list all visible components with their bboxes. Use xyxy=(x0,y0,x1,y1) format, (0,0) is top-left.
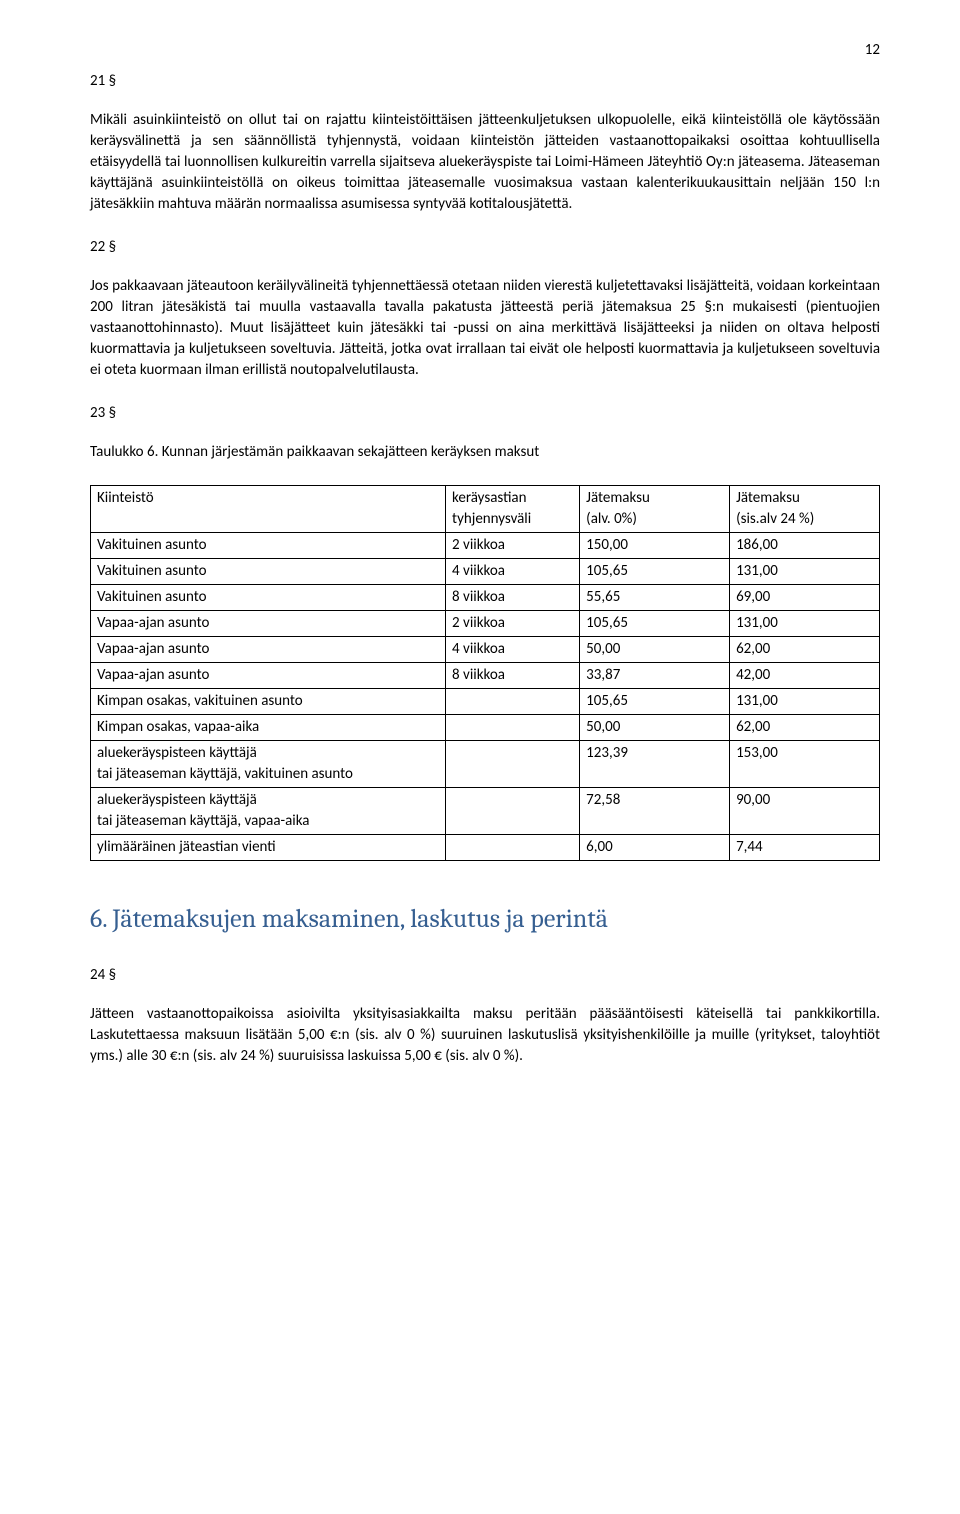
cell: 50,00 xyxy=(580,637,730,663)
table-6: Kiinteistö keräysastian tyhjennysväli Jä… xyxy=(90,485,880,861)
cell xyxy=(446,715,580,741)
heading-section-6: 6. Jätemaksujen maksaminen, laskutus ja … xyxy=(90,901,880,937)
table-row: Vapaa-ajan asunto 8 viikkoa 33,87 42,00 xyxy=(91,663,880,689)
cell: aluekeräyspisteen käyttäjä tai jäteasema… xyxy=(91,741,446,788)
cell: Kimpan osakas, vakituinen asunto xyxy=(91,689,446,715)
th-text: keräysastian xyxy=(452,489,526,507)
cell: 8 viikkoa xyxy=(446,585,580,611)
cell: 50,00 xyxy=(580,715,730,741)
cell: 4 viikkoa xyxy=(446,559,580,585)
table-header-row: Kiinteistö keräysastian tyhjennysväli Jä… xyxy=(91,486,880,533)
table-row: Vapaa-ajan asunto 4 viikkoa 50,00 62,00 xyxy=(91,637,880,663)
cell xyxy=(446,689,580,715)
cell: 105,65 xyxy=(580,611,730,637)
cell-line: tai jäteaseman käyttäjä, vakituinen asun… xyxy=(97,765,353,783)
cell: Vakituinen asunto xyxy=(91,533,446,559)
cell xyxy=(446,788,580,835)
cell: 42,00 xyxy=(730,663,880,689)
cell xyxy=(446,835,580,861)
table-row: Vakituinen asunto 2 viikkoa 150,00 186,0… xyxy=(91,533,880,559)
cell: 131,00 xyxy=(730,611,880,637)
table-row: Kimpan osakas, vakituinen asunto 105,65 … xyxy=(91,689,880,715)
th-text: Jätemaksu xyxy=(586,489,650,507)
cell: 186,00 xyxy=(730,533,880,559)
table-row: Vakituinen asunto 8 viikkoa 55,65 69,00 xyxy=(91,585,880,611)
cell: Kimpan osakas, vapaa-aika xyxy=(91,715,446,741)
section-23-num: 23 § xyxy=(90,403,880,424)
cell: ylimääräinen jäteastian vienti xyxy=(91,835,446,861)
cell: 6,00 xyxy=(580,835,730,861)
cell-line: aluekeräyspisteen käyttäjä xyxy=(97,744,257,762)
th-text: (sis.alv 24 %) xyxy=(736,510,814,528)
cell: 123,39 xyxy=(580,741,730,788)
cell: 33,87 xyxy=(580,663,730,689)
cell: 105,65 xyxy=(580,689,730,715)
cell: 150,00 xyxy=(580,533,730,559)
cell: Vapaa-ajan asunto xyxy=(91,611,446,637)
cell: 55,65 xyxy=(580,585,730,611)
cell: 62,00 xyxy=(730,715,880,741)
cell: 72,58 xyxy=(580,788,730,835)
cell: Vapaa-ajan asunto xyxy=(91,663,446,689)
th-kiinteisto: Kiinteistö xyxy=(91,486,446,533)
cell-line: tai jäteaseman käyttäjä, vapaa-aika xyxy=(97,812,310,830)
cell: aluekeräyspisteen käyttäjä tai jäteasema… xyxy=(91,788,446,835)
cell: 131,00 xyxy=(730,689,880,715)
table-6-caption: Taulukko 6. Kunnan järjestämän paikkaava… xyxy=(90,442,880,463)
cell: 90,00 xyxy=(730,788,880,835)
cell: Vakituinen asunto xyxy=(91,585,446,611)
th-text: Kiinteistö xyxy=(97,489,154,507)
cell: 2 viikkoa xyxy=(446,611,580,637)
th-text: Jätemaksu xyxy=(736,489,800,507)
table-row: Vapaa-ajan asunto 2 viikkoa 105,65 131,0… xyxy=(91,611,880,637)
section-24-num: 24 § xyxy=(90,965,880,986)
cell xyxy=(446,741,580,788)
section-21-para: Mikäli asuinkiinteistö on ollut tai on r… xyxy=(90,110,880,215)
section-21-num: 21 § xyxy=(90,71,880,92)
section-22-para: Jos pakkaavaan jäteautoon keräilyvälinei… xyxy=(90,276,880,381)
table-row: Kimpan osakas, vapaa-aika 50,00 62,00 xyxy=(91,715,880,741)
page-number: 12 xyxy=(90,40,880,61)
table-row: aluekeräyspisteen käyttäjä tai jäteasema… xyxy=(91,741,880,788)
section-22-num: 22 § xyxy=(90,237,880,258)
cell: 131,00 xyxy=(730,559,880,585)
th-jatemaksu-alv24: Jätemaksu (sis.alv 24 %) xyxy=(730,486,880,533)
cell: 7,44 xyxy=(730,835,880,861)
table-row: ylimääräinen jäteastian vienti 6,00 7,44 xyxy=(91,835,880,861)
th-text: (alv. 0%) xyxy=(586,510,637,528)
cell: 2 viikkoa xyxy=(446,533,580,559)
cell: 105,65 xyxy=(580,559,730,585)
th-jatemaksu-alv0: Jätemaksu (alv. 0%) xyxy=(580,486,730,533)
cell: Vapaa-ajan asunto xyxy=(91,637,446,663)
section-24-para: Jätteen vastaanottopaikoissa asioivilta … xyxy=(90,1004,880,1067)
th-tyhjennysvali: keräysastian tyhjennysväli xyxy=(446,486,580,533)
cell: 62,00 xyxy=(730,637,880,663)
cell: Vakituinen asunto xyxy=(91,559,446,585)
table-row: aluekeräyspisteen käyttäjä tai jäteasema… xyxy=(91,788,880,835)
cell-line: aluekeräyspisteen käyttäjä xyxy=(97,791,257,809)
cell: 8 viikkoa xyxy=(446,663,580,689)
cell: 4 viikkoa xyxy=(446,637,580,663)
th-text: tyhjennysväli xyxy=(452,510,531,528)
table-row: Vakituinen asunto 4 viikkoa 105,65 131,0… xyxy=(91,559,880,585)
cell: 69,00 xyxy=(730,585,880,611)
cell: 153,00 xyxy=(730,741,880,788)
